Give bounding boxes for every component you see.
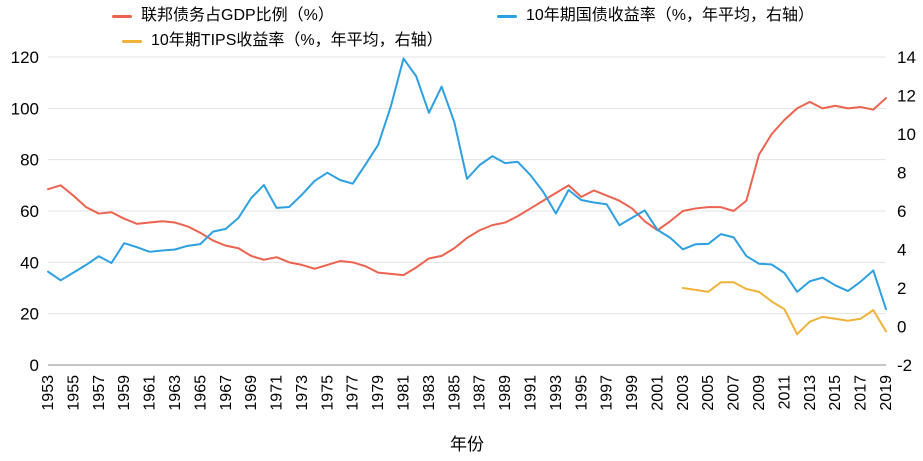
y-axis-left-tick-label: 80 bbox=[20, 151, 39, 170]
x-axis-tick-label: 1987 bbox=[472, 375, 489, 411]
y-axis-left-tick-label: 60 bbox=[20, 202, 39, 221]
x-axis-tick-label: 1993 bbox=[548, 375, 565, 411]
y-axis-right-tick-label: 0 bbox=[897, 318, 906, 337]
x-axis-tick-label: 1963 bbox=[167, 375, 184, 411]
legend-item-federal-debt[interactable]: 联邦债务占GDP比例（%） bbox=[112, 8, 334, 24]
x-axis-tick-label: 1967 bbox=[218, 375, 235, 411]
y-axis-right-tick-label: 14 bbox=[897, 48, 916, 67]
x-axis-tick-label: 1983 bbox=[421, 375, 438, 411]
x-axis-tick-label: 2007 bbox=[726, 375, 743, 411]
series-line-2 bbox=[681, 281, 887, 336]
x-axis-tick-label: 2017 bbox=[853, 375, 870, 411]
legend-label-treasury-yield: 10年期国债收益率（%，年平均，右轴） bbox=[526, 7, 815, 24]
x-axis-tick-label: 1957 bbox=[91, 375, 108, 411]
y-axis-right-tick-label: 8 bbox=[897, 164, 906, 183]
x-axis-tick-label: 1965 bbox=[192, 375, 209, 411]
x-axis-tick-label: 1989 bbox=[497, 375, 514, 411]
x-axis-tick-label: 1981 bbox=[396, 375, 413, 411]
x-axis-tick-label: 2015 bbox=[827, 375, 844, 411]
x-axis-tick-label: 1997 bbox=[599, 375, 616, 411]
y-axis-left-tick-label: 20 bbox=[20, 305, 39, 324]
x-axis-tick-label: 2003 bbox=[675, 375, 692, 411]
x-axis-tick-label: 2001 bbox=[649, 375, 666, 411]
legend-line-swatch-red bbox=[112, 14, 132, 18]
legend-line-swatch-blue bbox=[497, 14, 517, 18]
x-axis-tick-label: 2011 bbox=[776, 375, 793, 410]
x-axis-tick-label: 2013 bbox=[802, 375, 819, 411]
x-axis-tick-label: 1991 bbox=[522, 375, 539, 411]
y-axis-left-tick-label: 100 bbox=[11, 99, 39, 118]
x-axis-tick-label: 1977 bbox=[345, 375, 362, 411]
x-axis-tick-label: 1999 bbox=[624, 375, 641, 411]
x-axis-tick-label: 2009 bbox=[751, 375, 768, 411]
y-axis-right-tick-label: 6 bbox=[897, 202, 906, 221]
x-axis-tick-label: 2019 bbox=[878, 375, 895, 411]
x-axis-tick-label: 1969 bbox=[243, 375, 260, 411]
legend-item-tips-yield[interactable]: 10年期TIPS收益率（%，年平均，右轴） bbox=[122, 33, 443, 49]
y-axis-left-tick-label: 120 bbox=[11, 48, 39, 67]
x-axis-tick-label: 1959 bbox=[116, 375, 133, 411]
y-axis-right-tick-label: 2 bbox=[897, 279, 906, 298]
legend-line-swatch-yellow bbox=[122, 39, 142, 43]
y-axis-right-tick-label: 12 bbox=[897, 87, 916, 106]
y-axis-left-tick-label: 40 bbox=[20, 253, 39, 272]
y-axis-right-tick-label: -2 bbox=[897, 356, 912, 375]
series-line-1 bbox=[47, 57, 887, 311]
y-axis-right-tick-label: 4 bbox=[897, 241, 906, 260]
x-axis-tick-label: 1953 bbox=[40, 375, 57, 411]
legend-item-treasury-yield[interactable]: 10年期国债收益率（%，年平均，右轴） bbox=[497, 8, 814, 24]
x-axis-tick-label: 1979 bbox=[370, 375, 387, 411]
x-axis-title: 年份 bbox=[450, 435, 484, 454]
x-axis-tick-label: 1975 bbox=[319, 375, 336, 411]
x-axis-tick-label: 2005 bbox=[700, 375, 717, 411]
x-axis-tick-label: 1985 bbox=[446, 375, 463, 411]
y-axis-right-tick-label: 10 bbox=[897, 125, 916, 144]
x-axis-tick-label: 1961 bbox=[142, 375, 159, 411]
legend-label-tips-yield: 10年期TIPS收益率（%，年平均，右轴） bbox=[151, 32, 443, 49]
x-axis-tick-label: 1971 bbox=[269, 375, 286, 411]
x-axis-tick-label: 1955 bbox=[65, 375, 82, 411]
series-line-0 bbox=[47, 97, 887, 277]
x-axis-tick-label: 1995 bbox=[573, 375, 590, 411]
x-axis-tick-label: 1973 bbox=[294, 375, 311, 411]
legend-label-federal-debt: 联邦债务占GDP比例（%） bbox=[141, 7, 334, 24]
y-axis-left-tick-label: 0 bbox=[30, 356, 39, 375]
